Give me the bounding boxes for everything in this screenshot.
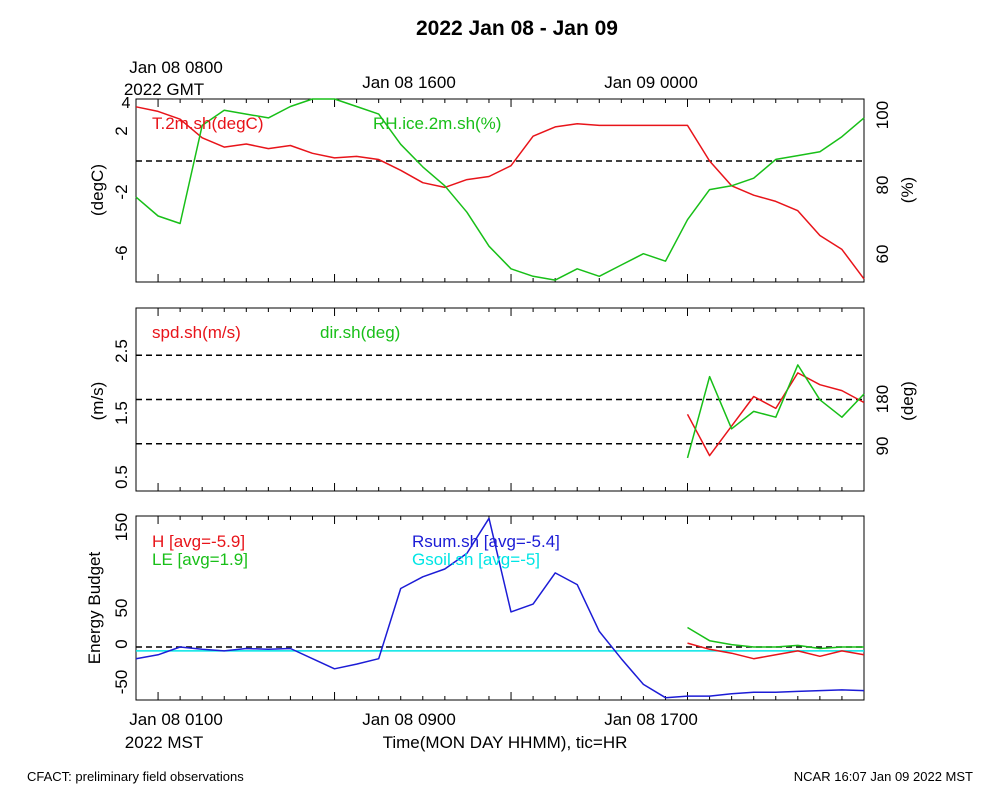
data-series: [135, 98, 865, 699]
legend-wind-direction: dir.sh(deg): [320, 323, 400, 342]
panel-1-y2tick-2: 80: [873, 176, 892, 195]
panel-2-ylabel: (m/s): [88, 382, 107, 421]
panel-3-ylabel: Energy Budget: [85, 551, 104, 664]
gmt-label-2: Jan 08 1600: [362, 73, 456, 92]
radiation-sum-series-line: [135, 517, 865, 699]
gmt-label-3: Jan 09 0000: [604, 73, 698, 92]
panel-1-ytick-1: 2: [112, 126, 131, 135]
latent-heat-series-line: [687, 626, 864, 650]
sensible-heat-series-line: [687, 642, 865, 660]
panel-1-ylabel: (degC): [88, 164, 107, 216]
panel-1-ytick-3: -6: [112, 245, 131, 260]
panel-2-y2label: (deg): [898, 381, 917, 421]
reference-lines: [136, 160, 864, 648]
mst-label-2: Jan 08 0900: [362, 710, 456, 729]
footer-left: CFACT: preliminary field observations: [27, 769, 244, 784]
temperature-series-line: [135, 106, 865, 280]
panel-1-y2label: (%): [898, 177, 917, 203]
panel-2-ytick-3: 0.5: [112, 465, 131, 489]
hour-tick-marks: [157, 99, 865, 700]
panel-1-ytick-top: 4: [122, 95, 131, 112]
panel-1-frame: [135, 98, 865, 283]
legend-temperature: T.2m.sh(degC): [152, 114, 263, 133]
x-axis-label: Time(MON DAY HHMM), tic=HR: [383, 733, 628, 752]
mst-label-1-line1: Jan 08 0100: [129, 710, 223, 729]
legend-relative-humidity: RH.ice.2m.sh(%): [373, 114, 501, 133]
legend-soil-heat: Gsoil.sh [avg=-5]: [412, 550, 540, 569]
wind-direction-series-line: [686, 364, 865, 459]
relative-humidity-series-line: [135, 98, 865, 281]
legend-sensible-heat: H [avg=-5.9]: [152, 532, 245, 551]
panel-2-ytick-1: 2.5: [112, 339, 131, 363]
legend-wind-speed: spd.sh(m/s): [152, 323, 241, 342]
gmt-label-1-line1: Jan 08 0800: [129, 58, 223, 77]
panel-2-y2tick-2: 90: [873, 437, 892, 456]
panel-2-y2tick-1: 180: [873, 385, 892, 413]
chart-title: 2022 Jan 08 - Jan 09: [416, 17, 618, 40]
panel-1-ytick-2: -2: [112, 184, 131, 199]
mst-label-3: Jan 08 1700: [604, 710, 698, 729]
panel-2-ytick-2: 1.5: [112, 401, 131, 425]
footer-right: NCAR 16:07 Jan 09 2022 MST: [794, 769, 973, 784]
mst-label-1-line2: 2022 MST: [125, 733, 203, 752]
panel-3-ytick-4: -50: [112, 670, 131, 695]
panel-3-ytick-2: 50: [112, 599, 131, 618]
legend-latent-heat: LE [avg=1.9]: [152, 550, 248, 569]
gmt-label-1-line2: 2022 GMT: [124, 80, 204, 99]
wind-speed-series-line: [686, 372, 865, 457]
panel-1-y2tick-1: 100: [873, 101, 892, 129]
panel-3-ytick-1: 150: [112, 513, 131, 541]
legend-radiation-sum: Rsum.sh [avg=-5.4]: [412, 532, 560, 551]
panel-1-y2tick-3: 60: [873, 245, 892, 264]
panel-3-ytick-3: 0: [112, 639, 131, 648]
panel-3-frame: [135, 515, 865, 701]
